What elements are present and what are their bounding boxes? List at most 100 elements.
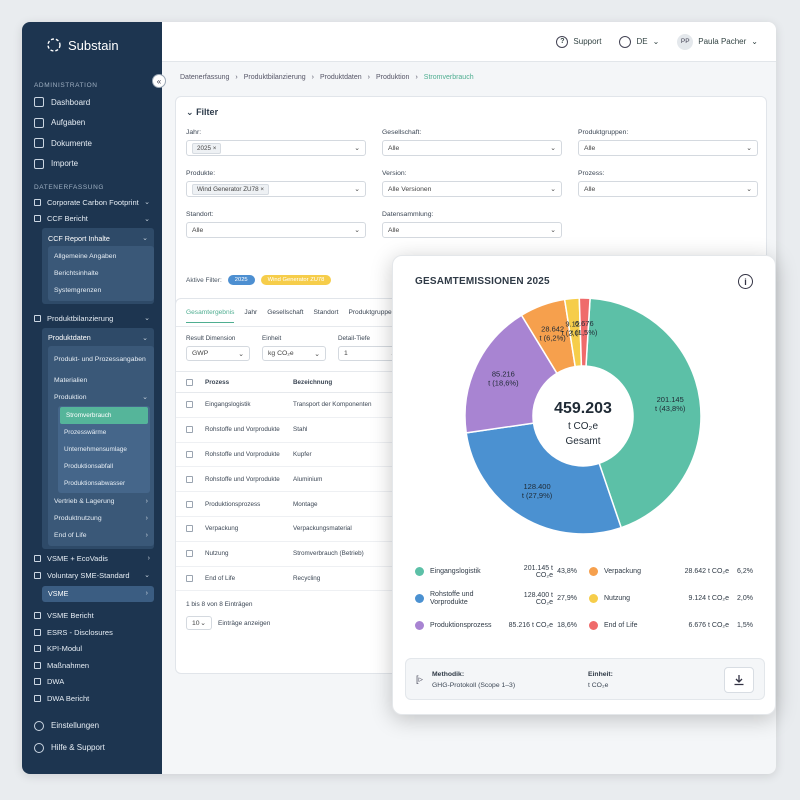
prozess-select[interactable]: Alle ⌄ [578,181,758,197]
ccf-report-header[interactable]: CCF Report Inhalte ⌄ [42,230,154,246]
column-header-bezeichnung[interactable]: Bezeichnung [293,378,333,386]
table-row[interactable]: End of Life Recycling [176,567,454,592]
collapse-sidebar-button[interactable]: « [152,74,166,88]
sidebar-item-allgemeine-angaben[interactable]: Allgemeine Angaben [54,253,117,260]
info-icon[interactable]: i [738,274,753,289]
einheit-select[interactable]: kg CO₂e ⌄ [262,346,326,361]
row-checkbox[interactable] [186,475,193,483]
donut-slice-rohstoffe-und-vorprodukte[interactable] [465,422,623,535]
sidebar-item-dwa[interactable]: DWA [22,674,162,691]
tab-produktgruppen[interactable]: Produktgruppen [348,309,396,316]
breadcrumb-item[interactable]: Produktbilanzierung [243,74,306,81]
sidebar-group-vsme-ecovadis[interactable]: VSME + EcoVadis › [22,551,162,568]
donut-slice-eingangslogistik[interactable] [585,297,702,529]
sidebar-item-aufgaben[interactable]: Aufgaben [22,113,162,134]
row-checkbox[interactable] [186,574,193,582]
sidebar-item-produktionsabwasser[interactable]: Produktionsabwasser [64,479,126,487]
sidebar-item-vsme[interactable]: VSME › [42,585,154,602]
sidebar-item-produktion[interactable]: Produktion ⌄ [48,389,154,406]
table-row[interactable]: Rohstoffe und Vorprodukte Kupfer [176,443,454,468]
sidebar-item-materialien[interactable]: Materialien [54,376,88,384]
tab-standort[interactable]: Standort [313,309,339,316]
column-header-prozess[interactable]: Prozess [205,378,230,386]
sidebar-item-esrs[interactable]: ESRS - Disclosures [22,624,162,641]
tab-gesellschaft[interactable]: Gesellschaft [267,309,304,316]
sidebar-item-label: Dokumente [51,138,92,148]
table-row[interactable]: Produktionsprozess Montage [176,492,454,517]
close-icon[interactable]: × [260,185,265,193]
sidebar-item-hilfe[interactable]: Hilfe & Support [22,737,162,759]
tab-jahr[interactable]: Jahr [244,309,258,316]
version-select[interactable]: Alle Versionen ⌄ [382,181,562,197]
result-dimension-control: Result Dimension GWP ⌄ [186,335,250,361]
sidebar-item-produkt-prozessangaben[interactable]: Produkt- und Prozessangaben [54,355,146,363]
page-size-select[interactable]: 10 ⌄ [186,616,212,631]
produktdaten-header[interactable]: Produktdaten ⌄ [42,330,154,346]
select-all-checkbox[interactable] [186,378,193,386]
standort-select[interactable]: Alle ⌄ [186,222,366,238]
chevron-right-icon: › [235,74,238,81]
produktgruppen-select[interactable]: Alle ⌄ [578,140,758,156]
sidebar-item-dokumente[interactable]: Dokumente [22,133,162,154]
sidebar-item-dwa-bericht[interactable]: DWA Bericht [22,690,162,707]
version-field: Version: Alle Versionen ⌄ [382,170,562,197]
sidebar-item-massnahmen[interactable]: Maßnahmen [22,657,162,674]
tab-gesamtergebnis[interactable]: Gesamtergebnis [186,309,235,323]
row-checkbox[interactable] [186,500,193,508]
legend-label: Rohstoffe und Vorprodukte [430,590,474,606]
cell-bezeichnung: Stahl [293,426,308,434]
select-value: Alle [192,226,204,234]
jahr-chip[interactable]: 2025 × [192,142,222,154]
table-row[interactable]: Rohstoffe und Vorprodukte Stahl [176,418,454,443]
active-filter-pill[interactable]: 2025 [227,275,255,285]
row-checkbox[interactable] [186,426,193,434]
gesellschaft-select[interactable]: Alle ⌄ [382,140,562,156]
active-filter-pill[interactable]: Wind Generator ZU78 [260,275,332,285]
sidebar-item-berichtsinhalte[interactable]: Berichtsinhalte [54,270,99,277]
donut-slice-produktionsprozess[interactable] [464,314,558,434]
row-checkbox[interactable] [186,525,193,533]
sidebar-item-produktionsabfall[interactable]: Produktionsabfall [64,462,114,470]
close-icon[interactable]: × [212,144,217,152]
download-button[interactable] [724,667,754,693]
jahr-select[interactable]: 2025 × ⌄ [186,140,366,156]
sidebar-item-einstellungen[interactable]: Einstellungen [22,715,162,737]
brand[interactable]: Substain [22,22,162,68]
sidebar-group-produktbilanzierung[interactable]: Produktbilanzierung ⌄ [22,310,162,327]
cell-prozess: Rohstoffe und Vorprodukte [205,426,280,434]
produkte-chip[interactable]: Wind Generator ZU78 × [192,183,270,195]
donut-slice-end-of-life[interactable] [578,297,591,367]
sidebar-group-voluntary[interactable]: Voluntary SME-Standard ⌄ [22,567,162,584]
sidebar-item-importe[interactable]: Importe [22,154,162,175]
produkte-select[interactable]: Wind Generator ZU78 × ⌄ [186,181,366,197]
breadcrumb-item[interactable]: Produktion [375,74,410,81]
sidebar-group-ccf[interactable]: Corporate Carbon Footprint ⌄ [22,194,162,211]
table-row[interactable]: Rohstoffe und Vorprodukte Aluminium [176,467,454,493]
sidebar-item-vertrieb[interactable]: Vertrieb & Lagerung › [48,493,154,510]
sidebar-item-systemgrenzen[interactable]: Systemgrenzen [54,287,102,294]
row-checkbox[interactable] [186,550,193,558]
row-checkbox[interactable] [186,450,193,458]
table-row[interactable]: Eingangslogistik Transport der Komponente… [176,393,454,418]
language-selector[interactable]: DE ⌄ [619,35,659,48]
sidebar-item-prozesswaerme[interactable]: Prozesswärme [64,428,107,436]
sidebar-item-unternehmensumlage[interactable]: Unternehmensumlage [64,445,127,453]
sidebar-group-ccf-bericht[interactable]: CCF Bericht ⌄ [22,211,162,228]
breadcrumb-item[interactable]: Produktdaten [319,74,362,81]
table-row[interactable]: Verpackung Verpackungsmaterial [176,517,454,542]
row-checkbox[interactable] [186,401,193,409]
sidebar-item-vsme-bericht[interactable]: VSME Bericht [22,608,162,625]
sidebar-item-stromverbrauch[interactable]: Stromverbrauch [60,406,148,424]
result-dimension-select[interactable]: GWP ⌄ [186,346,250,361]
filter-toggle[interactable]: ⌄ Filter [186,107,218,118]
detail-select[interactable]: 1⌄ [338,346,402,361]
sidebar-item-end-of-life[interactable]: End of Life › [48,527,154,544]
support-link[interactable]: ? Support [556,35,601,48]
sidebar-item-produktnutzung[interactable]: Produktnutzung › [48,510,154,527]
table-row[interactable]: Nutzung Stromverbrauch (Betrieb) [176,542,454,567]
breadcrumb-item[interactable]: Datenerfassung [180,74,230,81]
sidebar-item-dashboard[interactable]: Dashboard [22,92,162,113]
user-menu[interactable]: PP Paula Pacher ⌄ [677,33,758,50]
datensammlung-select[interactable]: Alle ⌄ [382,222,562,238]
sidebar-item-kpi[interactable]: KPI-Modul [22,641,162,658]
